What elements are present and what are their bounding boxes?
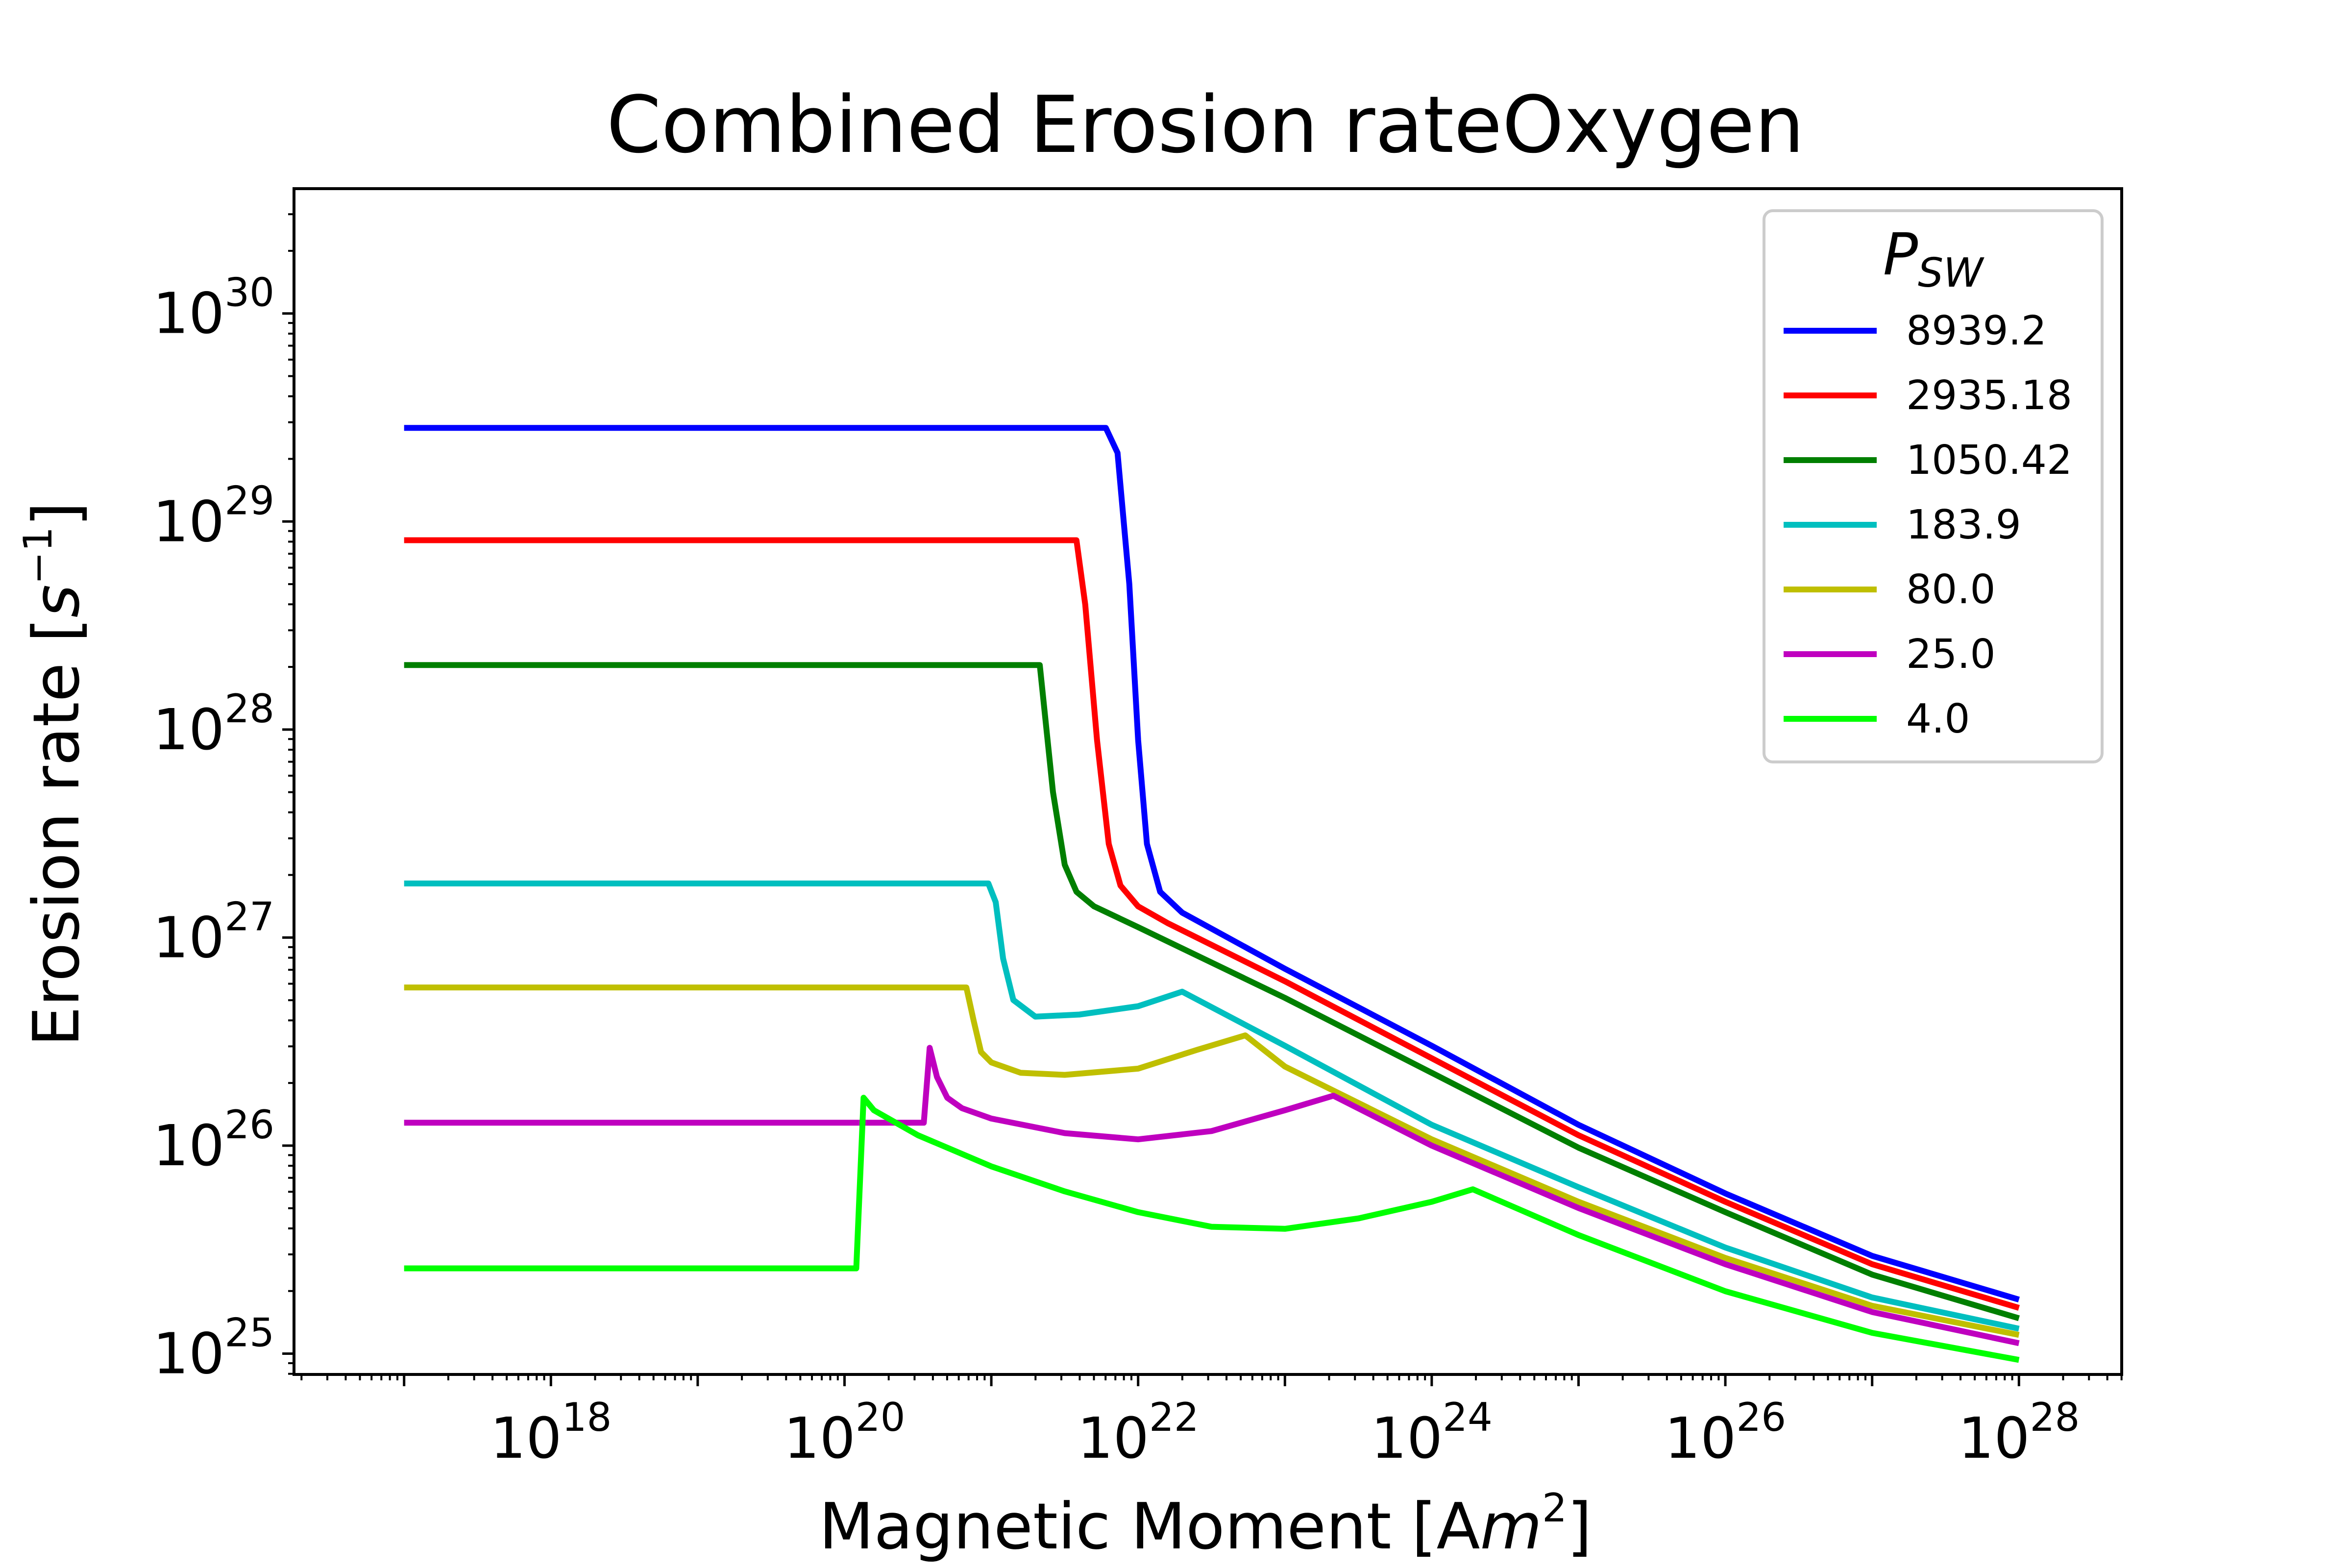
x-tick-label: 1020 <box>784 1395 905 1471</box>
y-tick-label: 1026 <box>153 1102 274 1179</box>
legend-label-4: 183.9 <box>1906 502 2021 548</box>
legend: PSW 8939.2 2935.18 1050.42 183.9 80.0 25.0 4.0 <box>1763 209 2104 763</box>
y-tick-label: 1029 <box>153 478 274 555</box>
y-tick-label: 1027 <box>153 894 274 971</box>
series-line-3 <box>404 662 2020 1322</box>
legend-label-7: 4.0 <box>1906 696 1970 742</box>
y-tick-label: 1028 <box>153 686 274 763</box>
legend-frame <box>1763 209 2104 763</box>
y-axis-label: Erosion rate [s−1] <box>15 502 94 1047</box>
series-line-5 <box>404 984 2020 1338</box>
x-tick-label: 1026 <box>1665 1395 1786 1471</box>
chart-title: Combined Erosion rateOxygen <box>607 79 1805 171</box>
legend-label-3: 1050.42 <box>1906 437 2072 484</box>
x-axis: 1018 1020 1022 1024 1026 1028 <box>300 1374 2123 1471</box>
x-tick-label: 1024 <box>1371 1395 1493 1471</box>
series-line-2 <box>404 537 2020 1311</box>
y-tick-label: 1030 <box>153 270 274 347</box>
legend-label-6: 25.0 <box>1906 631 1996 678</box>
series-line-7 <box>404 1095 2020 1363</box>
x-tick-label: 1018 <box>490 1395 612 1471</box>
x-axis-label: Magnetic Moment [Am2] <box>819 1485 1592 1564</box>
series-layer <box>404 425 2020 1363</box>
y-axis: 1025 1026 1027 1028 1029 1030 <box>153 213 294 1387</box>
legend-items: 8939.2 2935.18 1050.42 183.9 80.0 25.0 4.0 <box>1784 308 2072 742</box>
legend-label-5: 80.0 <box>1906 566 1996 613</box>
y-tick-label: 1025 <box>153 1310 274 1387</box>
legend-label-1: 8939.2 <box>1906 308 2047 354</box>
legend-label-2: 2935.18 <box>1906 372 2072 419</box>
series-line-4 <box>404 881 2020 1332</box>
x-tick-label: 1022 <box>1078 1395 1199 1471</box>
x-tick-label: 1028 <box>1958 1395 2080 1471</box>
legend-title: PSW <box>1883 220 1984 296</box>
series-line-1 <box>404 425 2020 1302</box>
series-line-6 <box>404 1045 2020 1347</box>
